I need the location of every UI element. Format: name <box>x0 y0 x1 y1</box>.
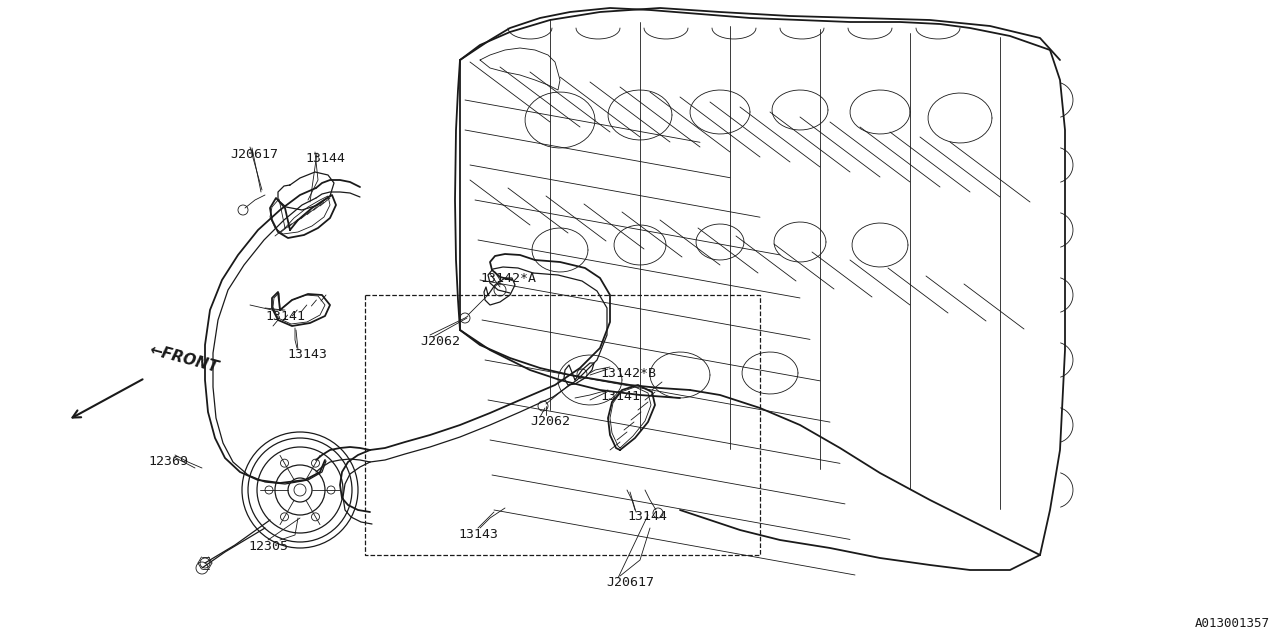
Text: 13142*A: 13142*A <box>480 272 536 285</box>
Text: 13143: 13143 <box>458 528 498 541</box>
Text: J20617: J20617 <box>605 576 654 589</box>
Text: J20617: J20617 <box>230 148 278 161</box>
Text: ←FRONT: ←FRONT <box>147 342 219 375</box>
Text: 13144: 13144 <box>627 510 667 523</box>
Text: 13142*B: 13142*B <box>600 367 657 380</box>
Text: 13143: 13143 <box>287 348 326 361</box>
Text: A013001357: A013001357 <box>1196 617 1270 630</box>
Text: 12369: 12369 <box>148 455 188 468</box>
Text: J2062: J2062 <box>420 335 460 348</box>
Text: J2062: J2062 <box>530 415 570 428</box>
Text: 13141: 13141 <box>265 310 305 323</box>
Text: 12305: 12305 <box>248 540 288 553</box>
Text: 13141: 13141 <box>600 390 640 403</box>
Text: 13144: 13144 <box>305 152 346 165</box>
